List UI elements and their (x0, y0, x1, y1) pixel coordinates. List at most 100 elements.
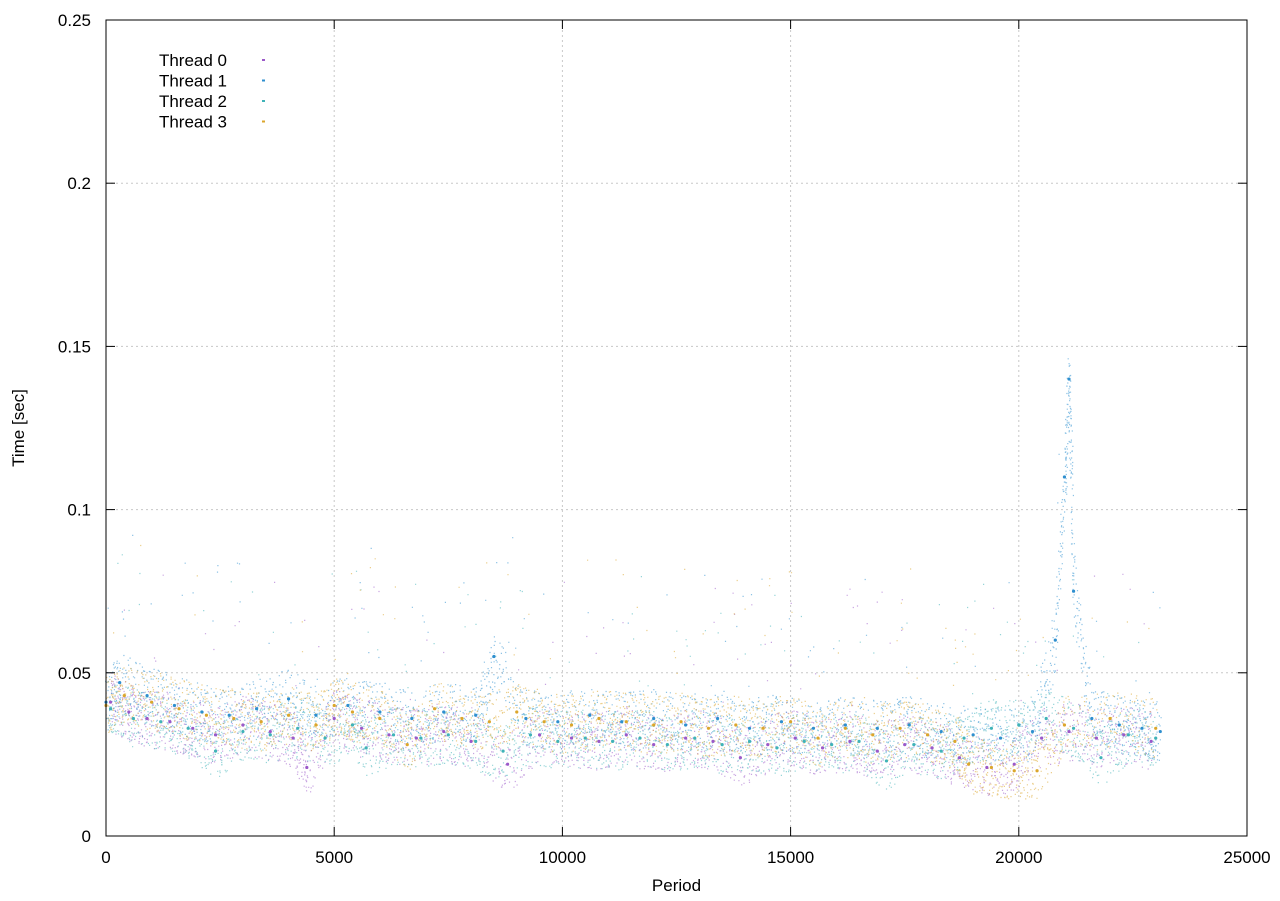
data-point (624, 733, 628, 737)
data-point (323, 736, 327, 740)
x-axis-label: Period (652, 876, 701, 895)
data-point (291, 736, 295, 740)
data-point (747, 726, 752, 730)
x-tick-label: 10000 (539, 848, 586, 867)
data-point (127, 710, 131, 714)
data-point (711, 739, 715, 743)
data-point (213, 733, 218, 737)
data-point (460, 716, 464, 721)
data-point (884, 759, 889, 763)
data-point (350, 710, 355, 714)
data-point (624, 720, 628, 724)
data-point (150, 700, 154, 704)
data-point (414, 736, 418, 740)
data-point (989, 765, 994, 770)
y-tick-label: 0.25 (58, 11, 91, 30)
data-point (811, 726, 816, 730)
data-point (537, 733, 542, 737)
data-point (227, 713, 231, 717)
data-point (241, 723, 245, 727)
data-point (611, 739, 615, 743)
data-point (684, 723, 688, 727)
data-point (186, 726, 190, 730)
data-point (843, 726, 847, 730)
data-point (1040, 736, 1044, 740)
data-point (1035, 769, 1039, 773)
data-point (118, 680, 122, 685)
data-point (843, 723, 847, 727)
data-point (871, 733, 875, 737)
data-point (259, 720, 263, 724)
data-point (569, 723, 574, 727)
data-point (145, 716, 149, 721)
data-point (332, 716, 336, 721)
data-point (410, 716, 414, 721)
data-point (775, 746, 779, 750)
data-point (684, 736, 688, 740)
y-tick-label: 0.05 (58, 664, 91, 683)
data-point (506, 762, 510, 766)
data-point (738, 756, 742, 760)
data-point (875, 749, 879, 753)
data-point (898, 726, 902, 730)
data-point (1122, 733, 1126, 737)
data-point (848, 739, 852, 743)
data-point (998, 736, 1003, 740)
data-point (693, 736, 697, 740)
data-point (177, 707, 181, 711)
data-point (556, 720, 560, 724)
data-point (122, 694, 126, 698)
data-point (474, 739, 478, 743)
data-point (793, 736, 797, 740)
data-point (1017, 723, 1021, 727)
data-point (971, 733, 975, 737)
data-point (1012, 762, 1016, 766)
x-tick-label: 20000 (995, 848, 1042, 867)
legend-label: Thread 2 (159, 92, 227, 111)
data-point (501, 749, 505, 753)
data-point (492, 654, 496, 659)
data-point (378, 710, 382, 714)
data-point (652, 723, 656, 727)
data-point (747, 739, 752, 743)
legend-marker (262, 100, 265, 102)
legend-marker (262, 59, 265, 61)
data-point (528, 733, 533, 737)
data-point (597, 739, 601, 743)
data-point (442, 729, 446, 734)
data-point (1062, 723, 1067, 727)
data-points (104, 377, 1162, 773)
data-point (1094, 736, 1098, 740)
data-point (108, 700, 113, 704)
data-point (734, 723, 738, 727)
data-point (1071, 726, 1076, 730)
data-point (875, 726, 879, 730)
data-point (419, 736, 423, 740)
data-point (1071, 589, 1076, 593)
data-point (907, 723, 911, 727)
data-point (314, 713, 318, 717)
data-point (172, 703, 177, 708)
data-point (766, 743, 770, 747)
data-point (191, 726, 195, 730)
y-tick-label: 0.1 (67, 501, 91, 520)
data-point (314, 723, 318, 727)
data-point (816, 736, 820, 740)
series-texture-3 (105, 544, 1158, 800)
data-point (652, 716, 656, 721)
data-point (108, 707, 113, 711)
data-point (953, 739, 957, 743)
data-point (939, 729, 943, 734)
data-point (1030, 729, 1035, 734)
x-tick-label: 15000 (767, 848, 814, 867)
axis-ticks: 0 5000 10000 15000 20000 25000 0 0.05 0.1 0.15 0.2… (58, 11, 1271, 867)
data-point (204, 713, 209, 717)
data-point (1044, 716, 1048, 721)
x-tick-label: 5000 (315, 848, 353, 867)
data-point (962, 736, 966, 740)
data-point (131, 716, 135, 721)
data-point (569, 736, 574, 740)
data-point (442, 710, 446, 714)
